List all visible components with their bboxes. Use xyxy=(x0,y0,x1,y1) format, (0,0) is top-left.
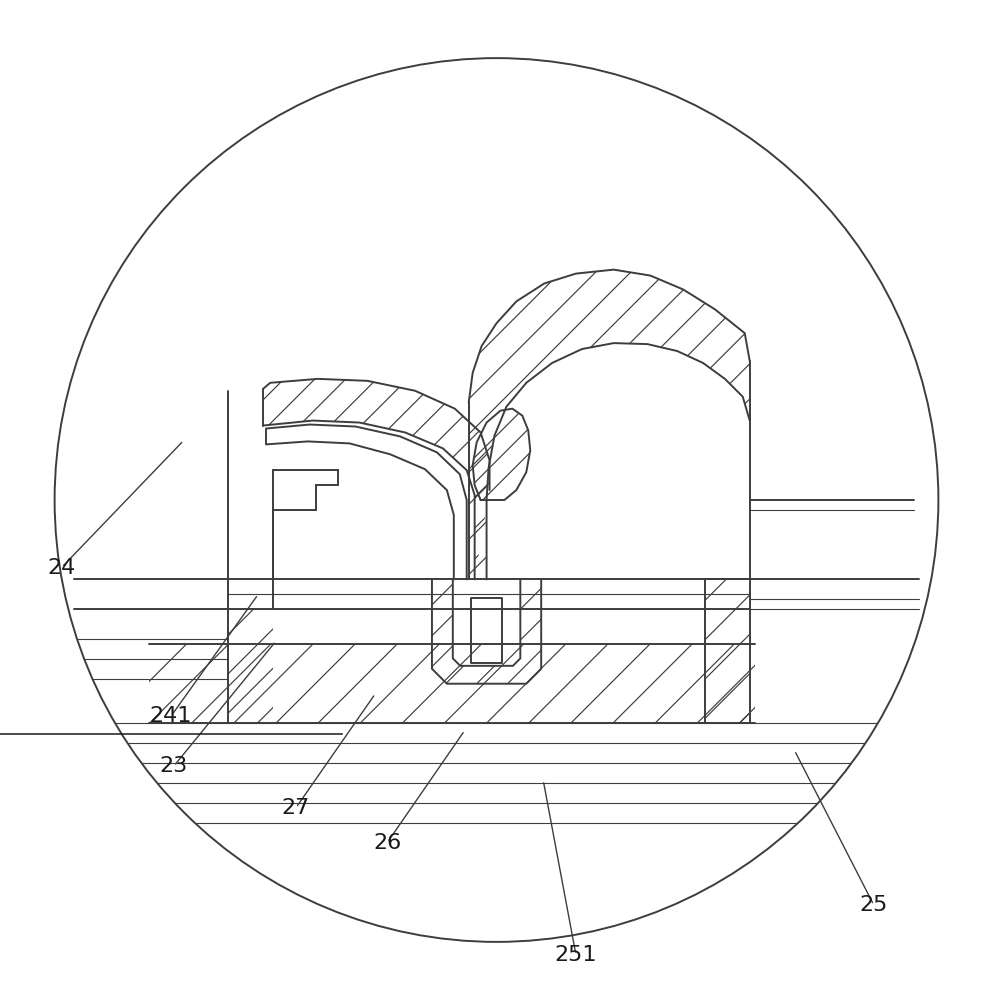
Text: 25: 25 xyxy=(860,895,888,915)
Text: 26: 26 xyxy=(373,833,401,853)
Text: 23: 23 xyxy=(160,756,188,776)
Text: 24: 24 xyxy=(48,558,75,578)
Text: 241: 241 xyxy=(150,706,192,726)
Text: 27: 27 xyxy=(282,798,310,818)
Bar xyxy=(471,598,502,663)
Text: 251: 251 xyxy=(555,945,597,965)
